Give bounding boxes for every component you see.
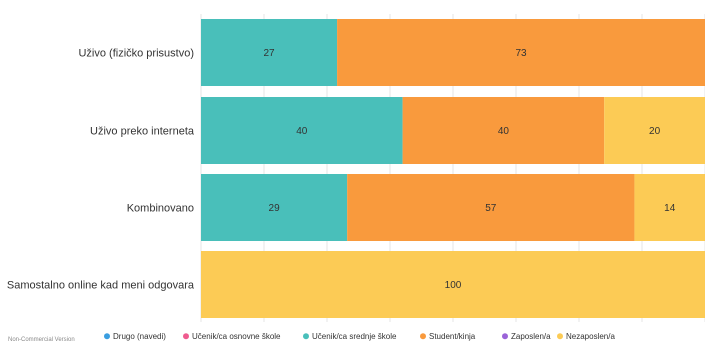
bar-segment [337,19,705,86]
bar-segment [201,19,338,86]
legend-entry: Nezaposlen/a [566,332,615,341]
legend-entry: Učenik/ca osnovne škole [192,332,281,341]
data-label: 73 [515,48,527,59]
data-label: 14 [664,203,676,214]
category-labels: Uživo (fizičko prisustvo) Uživo preko int… [7,48,195,292]
legend-entry: Zaposlen/a [511,332,551,341]
legend-entry: Učenik/ca srednje škole [312,332,397,341]
category-label: Kombinovano [127,203,194,215]
legend-entry: Drugo (navedi) [113,332,166,341]
bars [201,19,705,318]
data-label: 40 [498,126,510,137]
data-label: 57 [485,203,497,214]
bar-segment [201,97,403,164]
bar-segment [201,251,705,318]
legend: Non-Commercial Version Drugo (navedi) Uče… [8,332,615,343]
legend-marker [183,333,189,340]
data-label: 27 [263,48,275,59]
legend-marker [557,333,563,340]
bar-segment [201,174,348,241]
data-label: 29 [269,203,281,214]
category-label: Uživo (fizičko prisustvo) [78,48,194,60]
legend-marker [303,333,309,340]
bar-segment [604,97,705,164]
bar-segment [402,97,605,164]
bar-segment [347,174,635,241]
legend-entry: Student/kinja [429,332,476,341]
category-label: Samostalno online kad meni odgovara [7,280,195,292]
credit-text: Non-Commercial Version [8,337,75,343]
legend-marker [104,333,110,340]
category-label: Uživo preko interneta [90,126,195,138]
data-label: 40 [296,126,308,137]
legend-marker [420,333,426,340]
value-labels: 27 73 40 40 20 29 57 14 100 [263,48,675,291]
legend-marker [502,333,508,340]
data-label: 20 [649,126,661,137]
data-label: 100 [445,280,462,291]
bar-segment [634,174,705,241]
